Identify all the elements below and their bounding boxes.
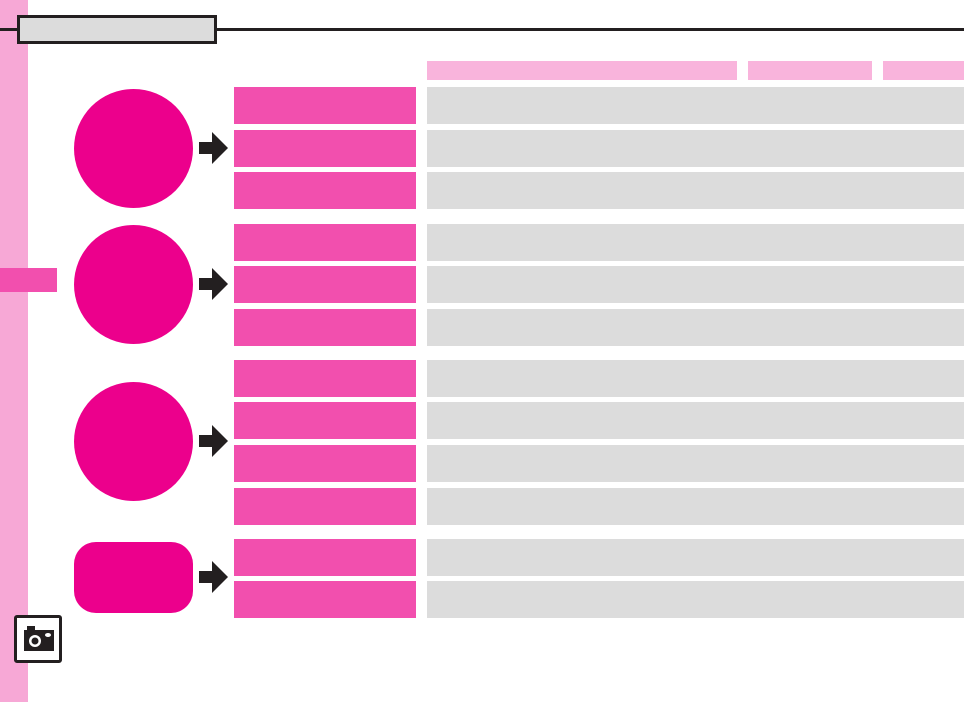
group-marker-4 <box>74 542 193 613</box>
row-label <box>234 539 416 576</box>
row-label <box>234 130 416 167</box>
group-marker-3 <box>74 382 193 501</box>
row-value <box>427 539 964 576</box>
group-marker-1 <box>74 89 193 208</box>
row-label <box>234 581 416 618</box>
row-label <box>234 172 416 209</box>
arrow-right-icon <box>199 268 229 300</box>
arrow-right-icon <box>199 132 229 164</box>
arrow-right-icon <box>199 425 229 457</box>
row-label <box>234 309 416 346</box>
row-value <box>427 224 964 261</box>
title-divider <box>0 28 964 31</box>
row-label <box>234 224 416 261</box>
row-value <box>427 87 964 124</box>
header-cell-2 <box>748 61 872 80</box>
row-value <box>427 309 964 346</box>
row-label <box>234 87 416 124</box>
header-cell-3 <box>883 61 964 80</box>
arrow-right-icon <box>199 561 229 593</box>
row-label <box>234 402 416 439</box>
row-label <box>234 445 416 482</box>
row-value <box>427 360 964 397</box>
sidebar-tab-active[interactable] <box>0 268 57 292</box>
row-value <box>427 581 964 618</box>
row-value <box>427 172 964 209</box>
row-label <box>234 360 416 397</box>
row-value <box>427 402 964 439</box>
header-cell-1 <box>427 61 737 80</box>
sidebar-strip <box>0 0 28 702</box>
section-title-box <box>17 15 217 44</box>
group-marker-2 <box>74 225 193 344</box>
row-value <box>427 266 964 303</box>
camera-icon <box>14 615 62 663</box>
row-value <box>427 130 964 167</box>
row-value <box>427 445 964 482</box>
row-label <box>234 266 416 303</box>
row-value <box>427 488 964 525</box>
row-label <box>234 488 416 525</box>
